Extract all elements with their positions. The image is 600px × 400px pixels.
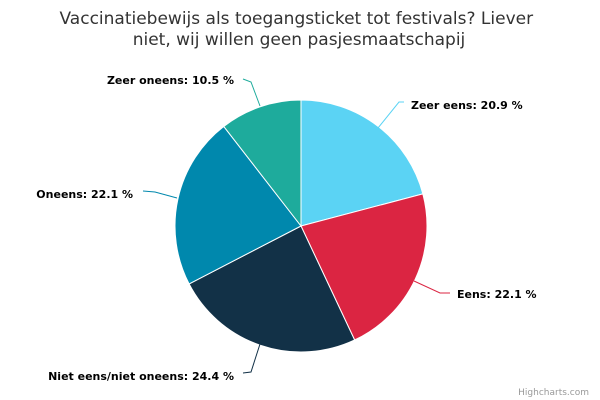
credits-link[interactable]: Highcharts.com (518, 388, 589, 398)
pie-slice-zeer-oneens[interactable] (223, 99, 302, 228)
data-label-zeer-eens: Zeer eens: 20.9 % (411, 99, 523, 112)
data-label-niet-eens-niet-oneens: Niet eens/niet oneens: 24.4 % (48, 370, 234, 383)
pie-slice-eens[interactable] (300, 193, 428, 341)
connector-eens (413, 280, 450, 294)
data-label-oneens: Oneens: 22.1 % (36, 188, 133, 201)
data-label-eens: Eens: 22.1 % (457, 288, 537, 301)
data-labels: Zeer eens: 20.9 % Eens: 22.1 % Niet eens/n… (36, 74, 536, 383)
connector-oneens (142, 190, 178, 199)
pie-slice-zeer-eens[interactable] (300, 99, 424, 227)
connector-zeer-eens (377, 101, 404, 129)
pie-slice-oneens[interactable] (174, 125, 302, 285)
data-label-zeer-oneens: Zeer oneens: 10.5 % (107, 74, 234, 87)
connector-zeer-oneens (242, 78, 261, 107)
data-label-connectors (142, 78, 450, 374)
connector-niet-eens-niet-oneens (242, 343, 261, 374)
chart-title-line-2: niet, wij willen geen pasjesmaatschapij (133, 30, 466, 50)
pie-slices (174, 99, 428, 353)
pie-slice-niet-eens-niet-oneens[interactable] (188, 225, 356, 353)
chart-title-line-1: Vaccinatiebewijs als toegangsticket tot … (60, 9, 534, 29)
chart-title: Vaccinatiebewijs als toegangsticket tot … (60, 9, 539, 50)
